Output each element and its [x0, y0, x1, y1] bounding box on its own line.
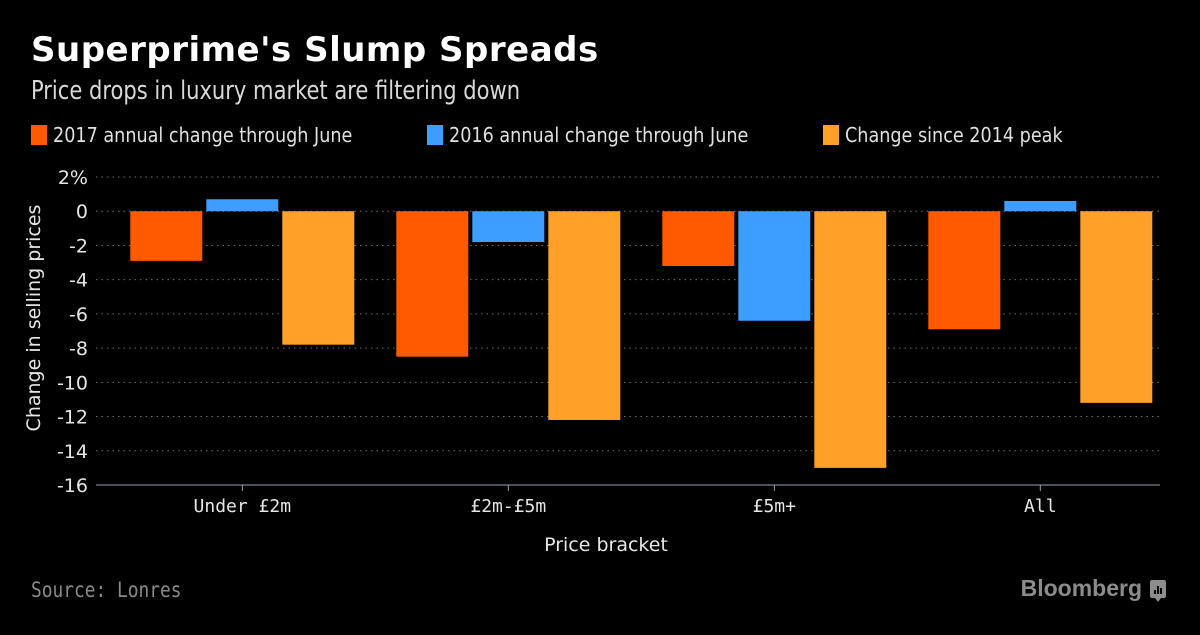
y-tick-label: 0	[76, 201, 88, 223]
y-tick-label: 2%	[58, 167, 88, 189]
x-axis-label: Price bracket	[544, 534, 668, 556]
y-tick-label: -16	[57, 475, 88, 497]
bar	[472, 211, 545, 243]
brand-name: Bloomberg	[1020, 575, 1142, 601]
bar	[814, 211, 887, 468]
bar	[738, 211, 811, 321]
source-note: Source: Lonres	[31, 578, 182, 602]
bar	[130, 211, 203, 261]
x-axis: Under £2m £2m-£5m £5m+ All	[96, 484, 1160, 517]
y-tick-label: -6	[69, 304, 88, 326]
x-tick-label: Under £2m	[194, 496, 292, 517]
chart-subtitle: Price drops in luxury market are filteri…	[31, 76, 521, 106]
x-tick-label: £5m+	[753, 496, 797, 517]
bar	[206, 199, 279, 212]
legend-swatch-peak	[823, 125, 840, 145]
bar	[282, 211, 355, 345]
bar	[1004, 200, 1077, 212]
bars	[130, 199, 1153, 468]
y-tick-label: -14	[57, 441, 88, 463]
x-tick-label: £2m-£5m	[470, 496, 546, 517]
y-axis-ticks: 2% 0 -2 -4 -6 -8 -10 -12 -14 -16	[57, 167, 88, 497]
chart-title: Superprime's Slump Spreads	[31, 30, 599, 70]
gridlines	[96, 176, 1160, 452]
bar	[928, 211, 1001, 330]
legend-item-2017: 2017 annual change through June	[31, 123, 393, 147]
y-tick-label: -4	[69, 270, 88, 292]
y-tick-label: -8	[69, 338, 88, 360]
bar	[1080, 211, 1153, 403]
y-tick-label: -10	[57, 372, 88, 394]
legend-label-peak: Change since 2014 peak	[845, 123, 1064, 147]
bar	[396, 211, 469, 357]
legend: 2017 annual change through June 2016 ann…	[31, 122, 1127, 148]
bloomberg-logo: Bloomberg	[1021, 575, 1166, 602]
x-tick-label: All	[1024, 496, 1057, 517]
legend-swatch-2016	[427, 125, 444, 145]
legend-label-2016: 2016 annual change through June	[449, 123, 749, 147]
y-tick-label: -2	[69, 235, 88, 257]
legend-label-2017: 2017 annual change through June	[53, 123, 353, 147]
y-tick-label: -12	[57, 407, 88, 429]
legend-swatch-2017	[31, 125, 47, 145]
y-axis-label: Change in selling prices	[23, 205, 45, 432]
bloomberg-chart-icon	[1150, 579, 1166, 602]
bar	[548, 211, 621, 420]
bar	[662, 211, 735, 266]
legend-item-2016: 2016 annual change through June	[427, 123, 789, 147]
legend-item-peak: Change since 2014 peak	[823, 123, 1092, 147]
